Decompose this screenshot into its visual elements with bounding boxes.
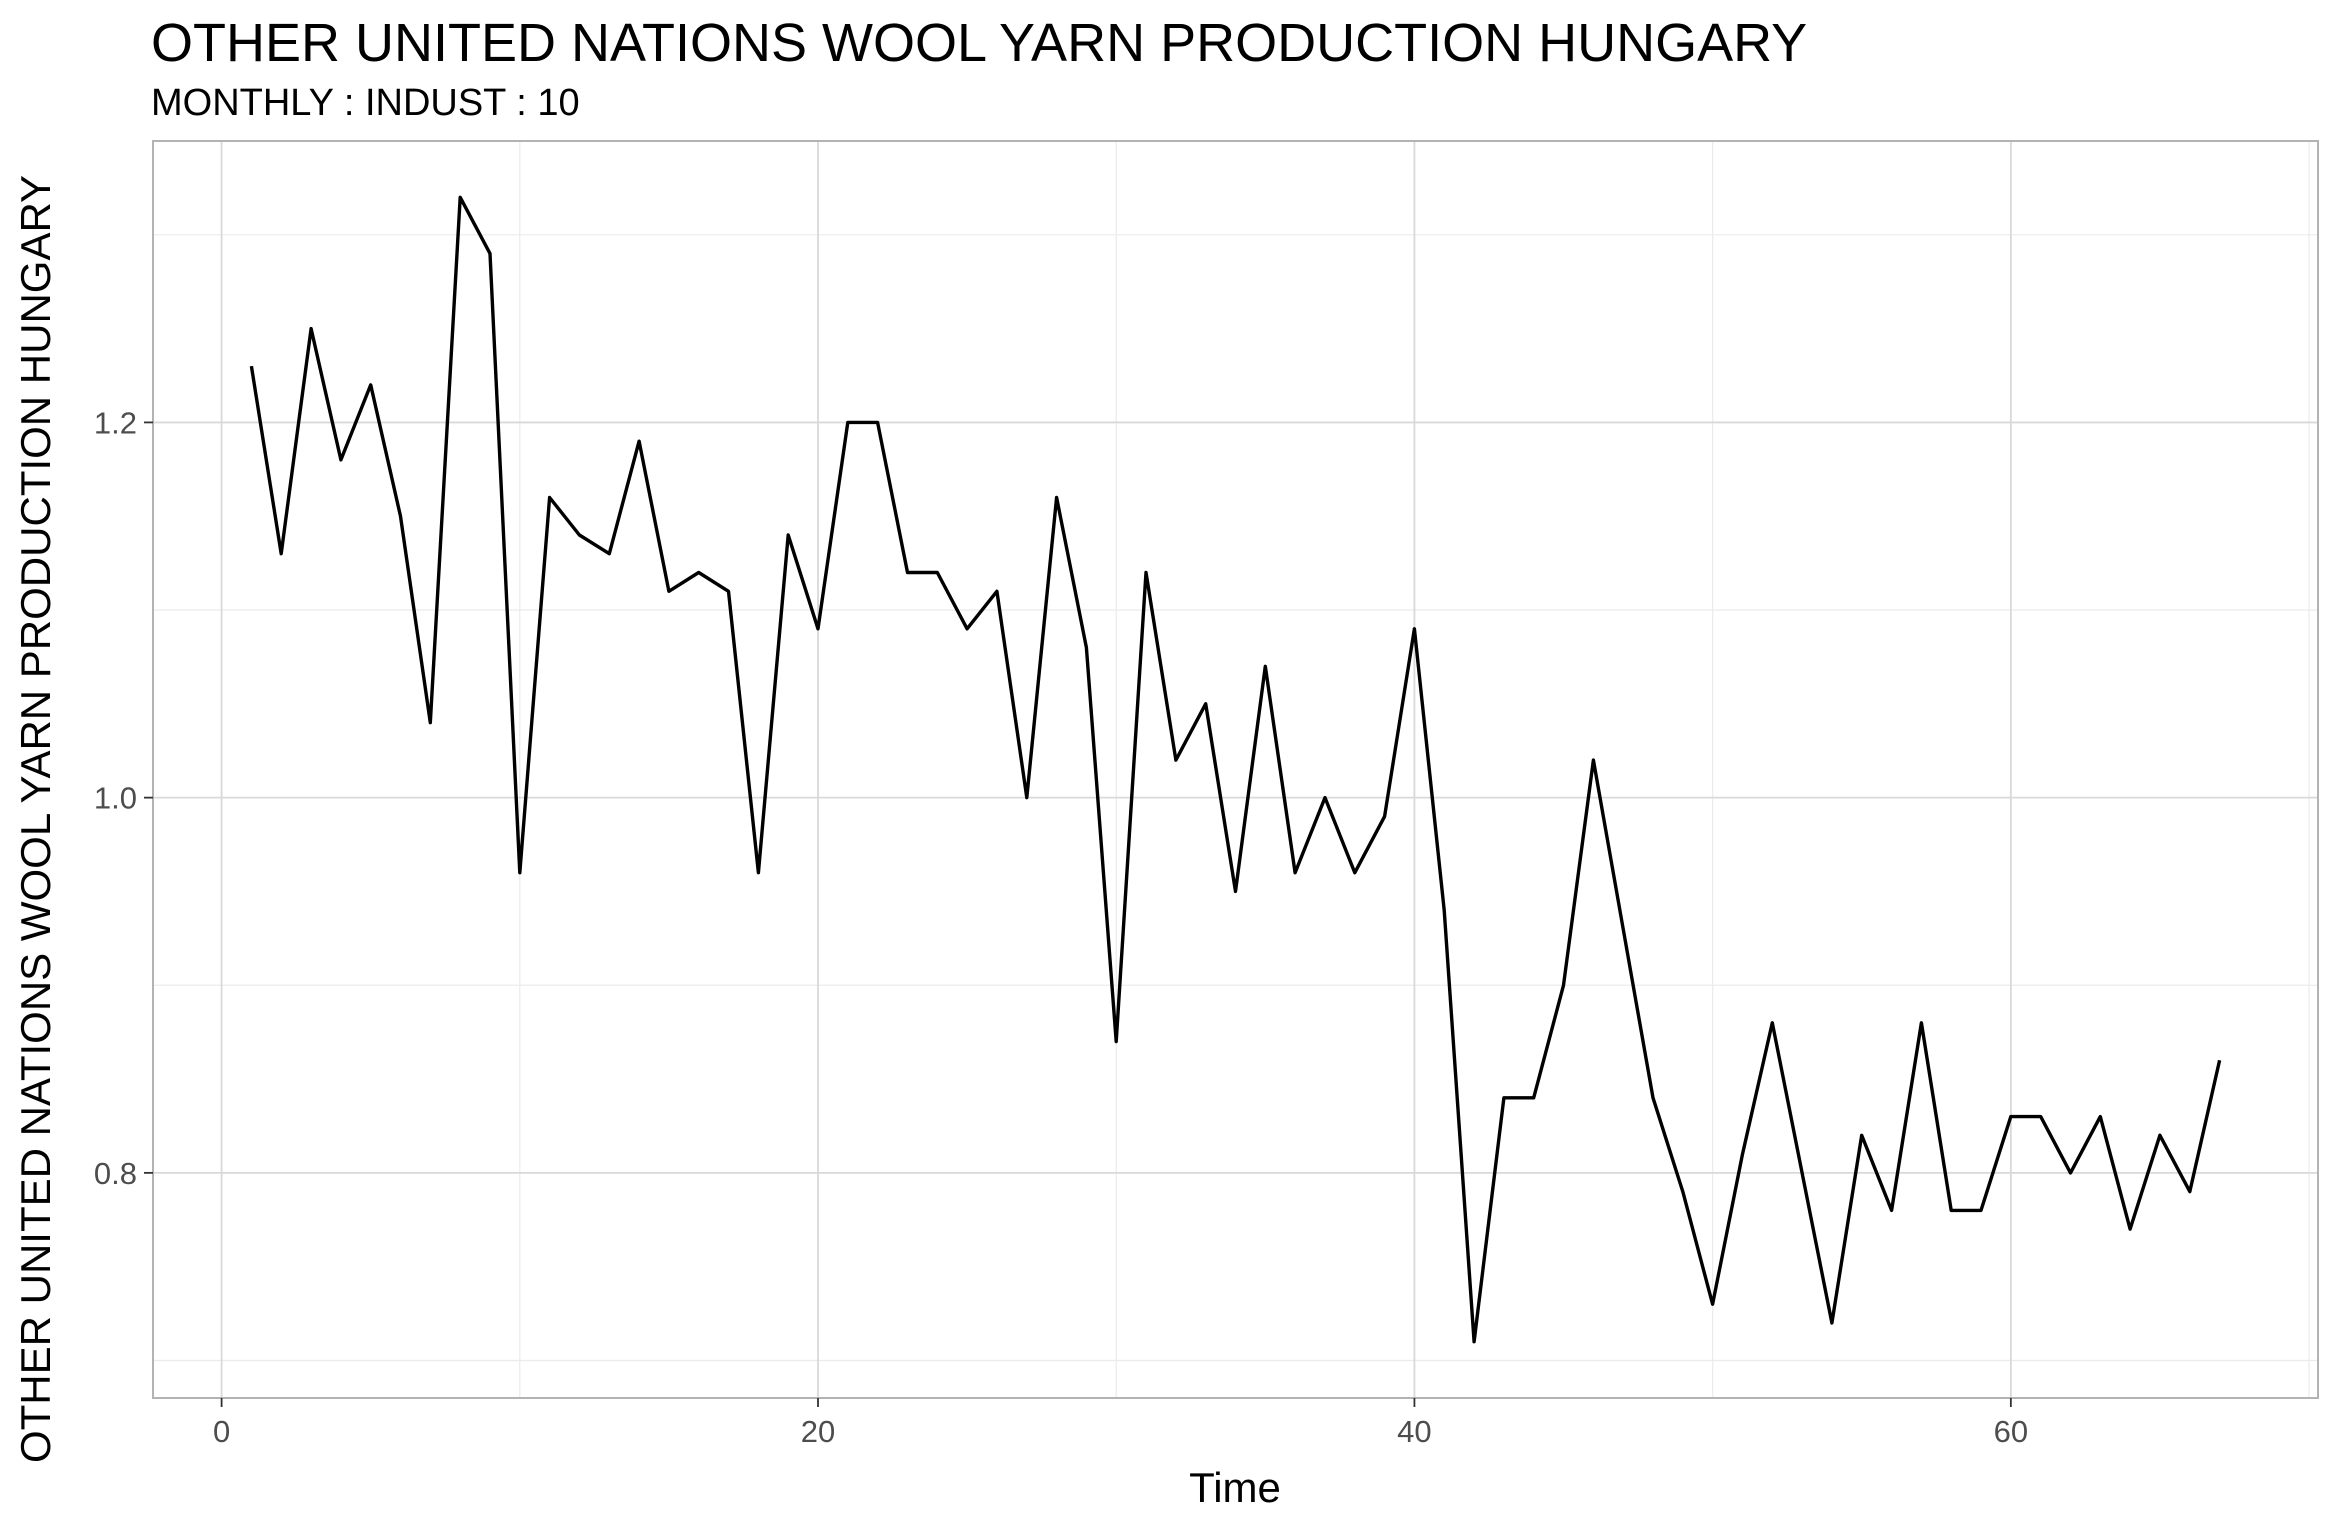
x-tick-label: 20 — [801, 1414, 835, 1449]
chart-title: OTHER UNITED NATIONS WOOL YARN PRODUCTIO… — [151, 13, 1808, 73]
chart-subtitle: MONTHLY : INDUST : 10 — [151, 82, 580, 124]
y-axis-ticks: 0.8 1.0 1.2 — [94, 405, 153, 1191]
x-tick-label: 40 — [1397, 1414, 1431, 1449]
y-axis-label: OTHER UNITED NATIONS WOOL YARN PRODUCTIO… — [12, 175, 59, 1463]
plot-panel-border — [152, 140, 2319, 1399]
major-gridlines — [153, 141, 2318, 1398]
x-axis-ticks: 0 20 40 60 — [213, 1398, 2028, 1449]
x-tick-label: 0 — [213, 1414, 230, 1449]
minor-gridlines — [153, 141, 2318, 1398]
y-tick-label: 0.8 — [94, 1156, 137, 1191]
y-tick-label: 1.2 — [94, 405, 137, 440]
y-tick-label: 1.0 — [94, 781, 137, 816]
x-tick-label: 60 — [1994, 1414, 2028, 1449]
x-axis-label: Time — [1189, 1464, 1281, 1511]
series-line — [249, 195, 2222, 1344]
